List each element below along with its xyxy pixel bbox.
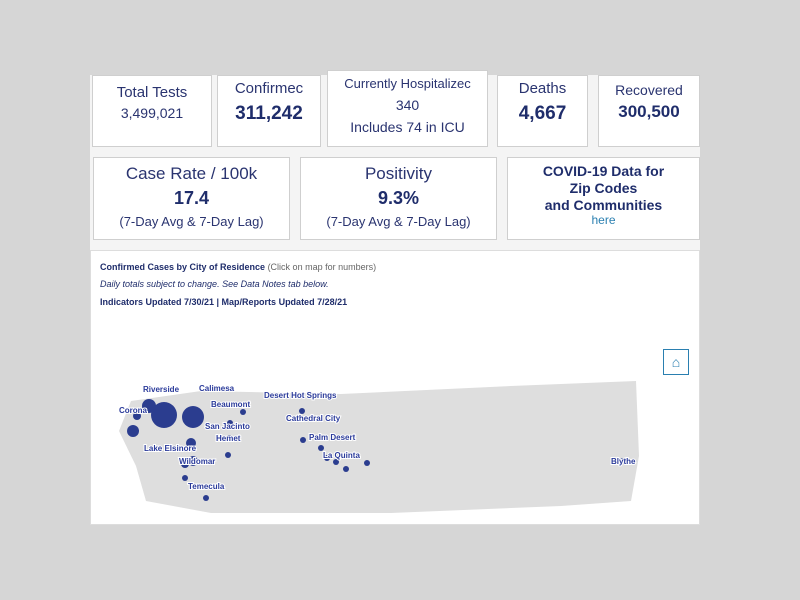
total-tests-value: 3,499,021 xyxy=(120,105,184,121)
case-rate-note: (7-Day Avg & 7-Day Lag) xyxy=(119,214,264,229)
city-label: Hemet xyxy=(216,434,241,443)
confirmed-value: 311,242 xyxy=(235,103,303,124)
positivity-note: (7-Day Avg & 7-Day Lag) xyxy=(326,214,471,229)
recovered-value: 300,500 xyxy=(618,102,680,121)
city-label: Wildomar xyxy=(179,457,215,466)
case-map[interactable]: Confirmed Cases by City of Residence (Cl… xyxy=(90,250,700,525)
case-rate-label: Case Rate / 100k xyxy=(125,164,258,183)
deaths-value: 4,667 xyxy=(518,103,567,124)
confirmed-card: Confirmec 311,242 xyxy=(217,75,321,147)
recovered-card: Recovered 300,500 xyxy=(598,75,700,147)
map-note: Daily totals subject to change. See Data… xyxy=(100,279,329,289)
county-map[interactable]: Riverside Calimesa Corona Beaumont San J… xyxy=(91,251,701,526)
hospitalized-value: 340 xyxy=(395,97,420,113)
city-label: Blythe xyxy=(611,457,636,466)
zip-here-link[interactable]: here xyxy=(591,213,616,227)
map-updated: Indicators Updated 7/30/21 | Map/Reports… xyxy=(100,297,348,307)
map-title: Confirmed Cases by City of Residence xyxy=(100,262,266,272)
city-label: San Jacinto xyxy=(205,422,250,431)
recovered-label: Recovered xyxy=(615,82,683,98)
positivity-value: 9.3% xyxy=(377,188,420,208)
case-rate-card: Case Rate / 100k 17.4 (7-Day Avg & 7-Day… xyxy=(93,157,290,240)
city-label: Riverside xyxy=(143,385,180,394)
confirmed-label: Confirmec xyxy=(234,80,304,97)
city-label: Beaumont xyxy=(211,400,250,409)
city-label: Lake Elsinore xyxy=(144,444,197,453)
city-label: Temecula xyxy=(188,482,225,491)
city-label: La Quinta xyxy=(323,451,360,460)
case-rate-value: 17.4 xyxy=(173,188,210,208)
zip-codes-card[interactable]: COVID-19 Data for Zip Codes and Communit… xyxy=(507,157,700,240)
city-label: Palm Desert xyxy=(309,433,356,442)
deaths-card: Deaths 4,667 xyxy=(497,75,588,147)
home-icon: ⌂ xyxy=(671,354,681,370)
total-tests-label: Total Tests xyxy=(116,84,188,101)
hospitalized-label: Currently Hospitalizec xyxy=(344,76,471,91)
hospitalized-card: Currently Hospitalizec 340 Includes 74 i… xyxy=(327,70,488,147)
city-label: Desert Hot Springs xyxy=(264,391,337,400)
positivity-label: Positivity xyxy=(364,164,433,183)
positivity-card: Positivity 9.3% (7-Day Avg & 7-Day Lag) xyxy=(300,157,497,240)
county-shape xyxy=(119,381,639,513)
total-tests-card: Total Tests 3,499,021 xyxy=(92,75,212,147)
zip-line3: and Communities xyxy=(544,197,663,213)
map-title-note: (Click on map for numbers) xyxy=(267,262,377,272)
home-button[interactable]: ⌂ xyxy=(663,349,689,375)
city-label: Cathedral City xyxy=(286,414,341,423)
zip-line2: Zip Codes xyxy=(569,180,638,196)
city-label: Calimesa xyxy=(199,384,235,393)
deaths-label: Deaths xyxy=(518,80,567,97)
hospitalized-icu: Includes 74 in ICU xyxy=(350,119,465,135)
city-dots xyxy=(127,399,625,501)
city-label: Corona xyxy=(119,406,148,415)
zip-line1: COVID-19 Data for xyxy=(542,163,665,179)
